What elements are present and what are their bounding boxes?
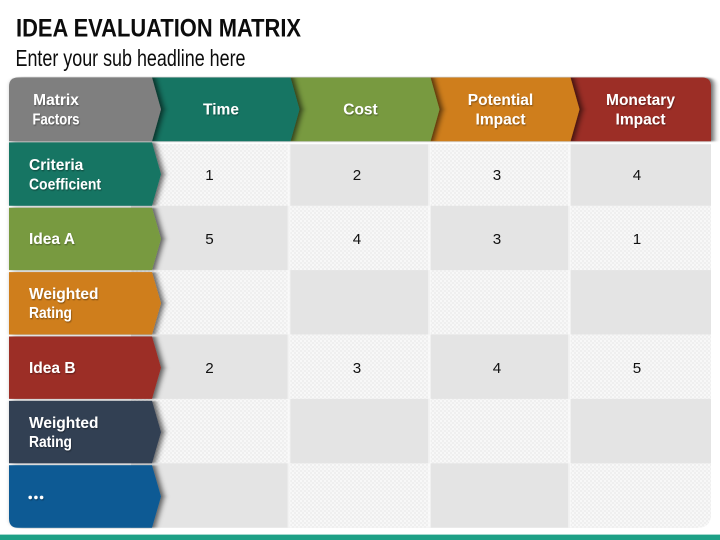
svg-text:Weighted: Weighted — [29, 415, 98, 432]
svg-text:Rating: Rating — [29, 305, 72, 322]
svg-text:Rating: Rating — [29, 434, 72, 451]
svg-text:5: 5 — [205, 231, 213, 248]
svg-text:4: 4 — [493, 360, 501, 377]
svg-text:Weighted: Weighted — [29, 286, 98, 303]
svg-text:Idea A: Idea A — [29, 231, 75, 248]
svg-text:Monetary: Monetary — [606, 92, 675, 109]
svg-text:4: 4 — [633, 167, 641, 184]
svg-text:Criteria: Criteria — [29, 157, 84, 174]
svg-text:Factors: Factors — [33, 111, 80, 128]
svg-text:Idea B: Idea B — [29, 360, 76, 377]
svg-text:Matrix: Matrix — [33, 92, 79, 109]
svg-text:Potential: Potential — [468, 92, 533, 109]
svg-text:Cost: Cost — [343, 102, 377, 119]
svg-text:2: 2 — [353, 167, 361, 184]
svg-text:Coefficient: Coefficient — [29, 176, 101, 193]
svg-text:Impact: Impact — [616, 111, 666, 128]
svg-text:Time: Time — [203, 102, 239, 119]
svg-text:4: 4 — [353, 231, 361, 248]
svg-text:3: 3 — [353, 360, 361, 377]
svg-text:2: 2 — [205, 360, 213, 377]
svg-text:1: 1 — [633, 231, 641, 248]
svg-text:Enter your sub headline here: Enter your sub headline here — [16, 45, 246, 71]
svg-text:3: 3 — [493, 231, 501, 248]
svg-text:1: 1 — [205, 167, 213, 184]
svg-text:IDEA EVALUATION MATRIX: IDEA EVALUATION MATRIX — [16, 15, 301, 43]
svg-text:5: 5 — [633, 360, 641, 377]
svg-text:3: 3 — [493, 167, 501, 184]
svg-text:Impact: Impact — [476, 111, 526, 128]
